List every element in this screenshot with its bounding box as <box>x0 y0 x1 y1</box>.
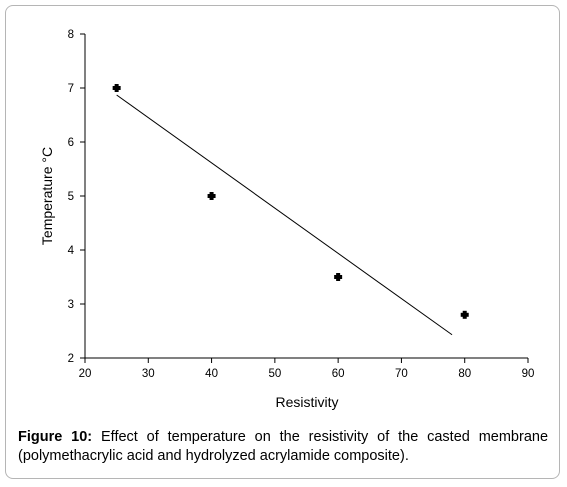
x-tick-label: 90 <box>522 368 535 380</box>
chart: 20 30 40 50 60 70 80 90 2 3 4 5 6 7 8 Resistivity Temp… <box>39 29 535 410</box>
axes <box>80 33 529 363</box>
y-tick-label: 8 <box>68 29 74 41</box>
x-tick-label: 20 <box>79 368 92 380</box>
x-tick-label: 50 <box>268 368 281 380</box>
figure-frame <box>5 5 560 479</box>
data-point <box>112 84 121 92</box>
y-tick-label: 2 <box>68 353 74 365</box>
y-tick-label: 7 <box>68 83 74 95</box>
data-point <box>460 310 469 319</box>
y-tick-label: 4 <box>68 245 75 257</box>
x-tick-label: 70 <box>395 368 408 380</box>
data-point <box>207 192 216 200</box>
x-tick-label: 40 <box>205 368 218 380</box>
tick-labels: 20 30 40 50 60 70 80 90 2 3 4 5 6 7 8 <box>68 29 535 380</box>
x-axis-label: Resistivity <box>275 394 338 410</box>
data-point <box>334 273 343 281</box>
caption-text: Effect of temperature on the resistivity… <box>18 429 549 464</box>
x-tick-label: 80 <box>458 368 471 380</box>
figure-caption: Figure 10: Effect of temperature on the … <box>18 428 548 466</box>
trendline <box>116 94 453 336</box>
y-tick-label: 3 <box>68 299 74 311</box>
caption-label: Figure 10: <box>18 429 93 445</box>
y-tick-label: 6 <box>68 137 74 149</box>
data-points <box>112 84 469 319</box>
y-tick-label: 5 <box>68 191 74 203</box>
y-axis-label: Temperature °C <box>39 147 55 245</box>
x-tick-label: 30 <box>142 368 155 380</box>
x-tick-label: 60 <box>332 368 345 380</box>
